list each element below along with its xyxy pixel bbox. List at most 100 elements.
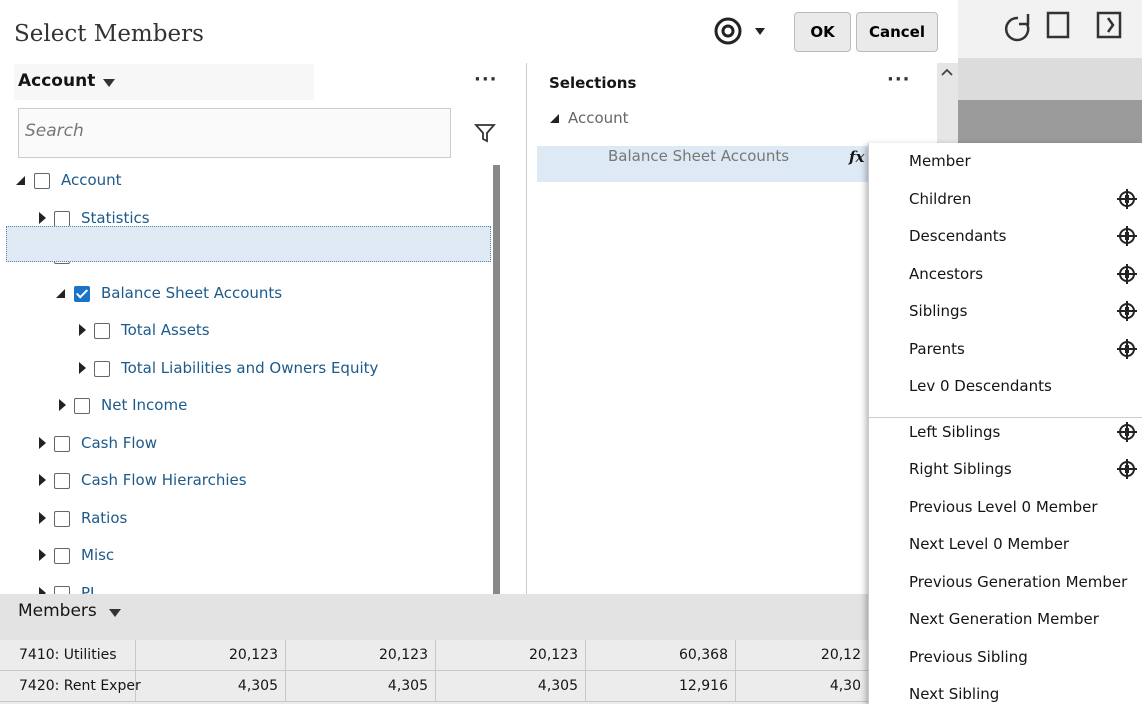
app-subbar [958,58,1142,100]
table-cell: 7410: Utilities [19,647,117,663]
selections-group: Account [568,109,629,127]
member-picker-icon[interactable] [1117,421,1137,442]
cell-divider [585,671,586,702]
checkbox[interactable] [74,398,90,414]
expander[interactable] [56,288,65,298]
cell-divider [135,640,136,671]
checkbox[interactable] [74,285,90,302]
member-picker-icon[interactable] [1117,263,1137,284]
menu-item[interactable]: Next Generation Member [909,610,1099,628]
menu-item[interactable]: Parents [909,339,965,358]
function-icon[interactable]: fx [849,148,865,166]
selected-row[interactable] [537,146,868,182]
dialog: Select Members OK Cancel Account ··· Sea… [0,0,958,640]
table-cell: 4,305 [537,678,578,694]
app-toolbar [958,0,1142,58]
member-label[interactable]: Misc [81,546,115,564]
cell-divider [435,640,436,671]
help-icon[interactable] [712,12,772,52]
left-menu[interactable]: ··· [474,69,498,90]
checkbox[interactable] [54,585,70,594]
dimension-caret[interactable] [103,79,117,89]
cell-divider [285,640,286,671]
menu-item[interactable]: Next Level 0 Member [909,535,1070,553]
footer-bar [0,594,958,640]
member-picker-icon[interactable] [1117,226,1137,246]
menu-item[interactable]: Member [909,152,971,170]
member-picker-icon[interactable] [1117,459,1137,479]
dimension-name[interactable]: Account [18,71,96,91]
expander[interactable] [39,474,46,486]
menu-separator [869,416,1142,418]
checkbox[interactable] [34,173,50,189]
member-tree: AccountStatisticsAll AccountsBalance She… [0,165,492,594]
checkbox[interactable] [54,435,70,452]
selections-menu[interactable]: ··· [887,69,911,90]
menu-item[interactable]: Lev 0 Descendants [909,377,1052,395]
checkbox[interactable] [54,510,70,527]
table-cell: 20,123 [379,647,428,663]
member-label[interactable]: Cash Flow Hierarchies [81,471,247,489]
expander[interactable] [39,436,46,449]
selected-item: Balance Sheet Accounts [608,147,790,165]
search-box[interactable] [18,108,451,158]
cell-divider [285,671,286,702]
menu-item[interactable]: Children [909,189,972,208]
checkbox[interactable] [94,360,110,377]
cancel-button[interactable]: Cancel [856,12,938,52]
group-expander[interactable] [550,114,559,123]
menu-item[interactable]: Previous Sibling [909,647,1028,666]
checkbox[interactable] [94,323,110,339]
table-cell: 12,916 [679,678,728,694]
expander[interactable] [79,324,86,336]
menu-item[interactable]: Left Siblings [909,422,1001,441]
expander[interactable] [39,511,46,524]
expander[interactable] [16,176,25,185]
expander[interactable] [39,586,46,594]
menu-item[interactable]: Previous Generation Member [909,572,1128,591]
scroll-up[interactable] [940,67,954,77]
expander[interactable] [79,361,86,374]
table-cell: 60,368 [679,647,728,663]
member-label[interactable]: PL [81,583,99,595]
table-cell: 20,123 [529,647,578,663]
selections-title: Selections [549,74,637,92]
member-label[interactable]: Total Assets [121,321,210,339]
row-divider [0,701,1142,702]
member-label[interactable]: Balance Sheet Accounts [101,283,283,302]
table-cell: 4,305 [237,678,278,694]
table-cell: 4,305 [387,678,428,694]
member-label[interactable]: Cash Flow [81,433,157,452]
cell-divider [585,640,586,671]
ok-button[interactable]: OK [794,12,851,52]
cell-divider [135,671,136,702]
table-cell: 20,123 [229,647,278,663]
member-picker-icon[interactable] [1117,188,1137,209]
checkbox[interactable] [54,548,70,564]
member-label[interactable]: Net Income [101,396,188,414]
checkbox[interactable] [54,473,70,489]
menu-item[interactable]: Previous Level 0 Member [909,497,1098,516]
selected-tree-row[interactable] [6,225,491,262]
member-label[interactable]: Ratios [81,508,128,527]
menu-item[interactable]: Descendants [909,227,1007,245]
member-picker-icon[interactable] [1117,301,1137,321]
expander[interactable] [59,399,66,411]
member-label[interactable]: Total Liabilities and Owners Equity [121,358,379,377]
menu-item[interactable]: Ancestors [909,264,984,283]
filter-icon[interactable] [474,122,496,144]
member-label[interactable]: Statistics [81,208,150,227]
table-cell: 7420: Rent Exper [19,678,141,694]
member-label[interactable]: Account [61,171,122,189]
panel-divider [526,63,527,594]
menu-item[interactable]: Right Siblings [909,460,1012,478]
checkbox[interactable] [54,210,70,227]
expander[interactable] [39,211,46,224]
expander[interactable] [39,549,46,561]
menu-item[interactable]: Siblings [909,302,968,320]
footer-label[interactable]: Members [18,601,97,621]
member-picker-icon[interactable] [1117,338,1137,359]
menu-item[interactable]: Next Sibling [909,685,1000,703]
footer-caret[interactable] [109,609,123,619]
